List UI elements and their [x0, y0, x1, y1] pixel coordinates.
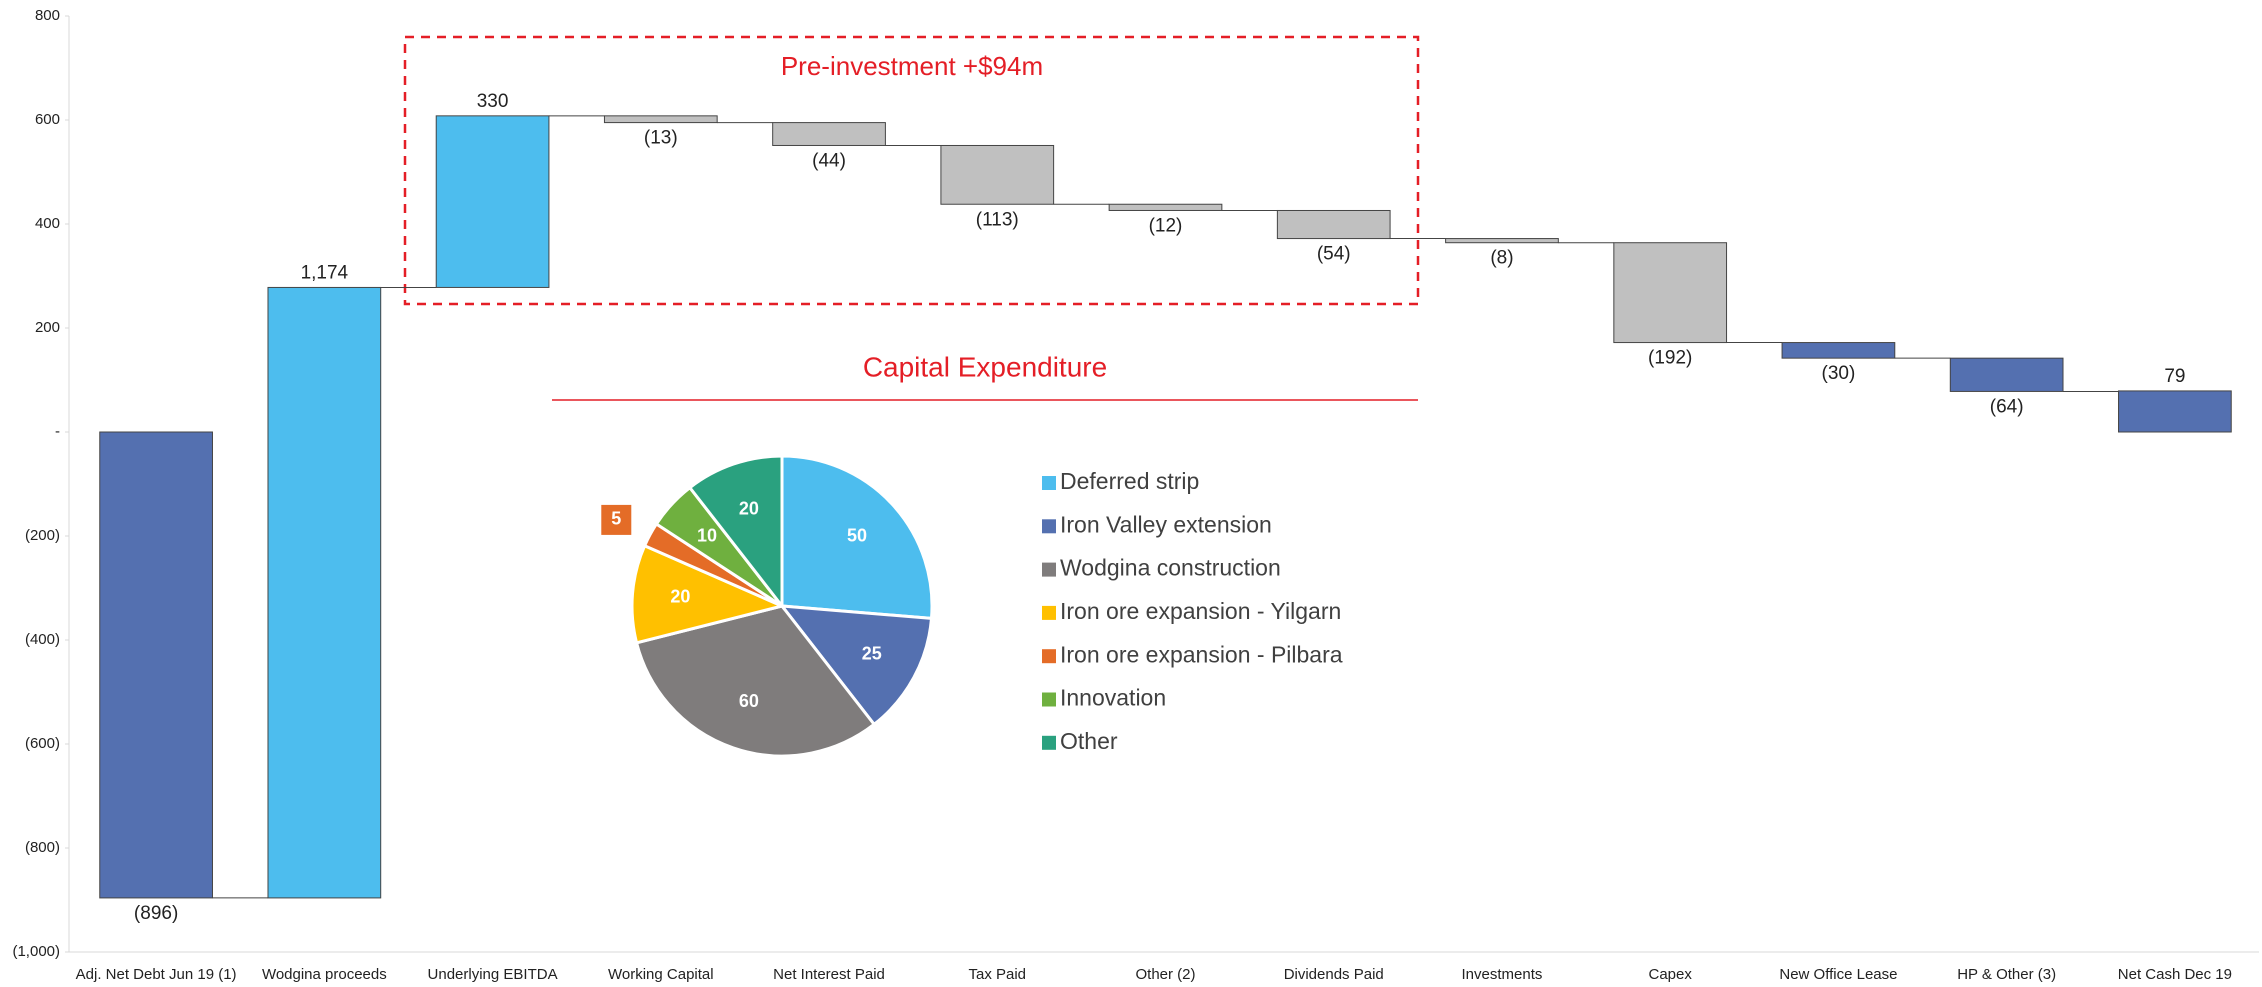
label-box — [601, 504, 632, 535]
legend-label: Wodgina construction — [1060, 555, 1281, 581]
pie-title: Capital Expenditure — [863, 351, 1107, 382]
x-tick-label: Adj. Net Debt Jun 19 (1) — [76, 966, 237, 983]
bar — [1276, 209, 1391, 240]
y-tick-label: (400) — [25, 631, 60, 648]
pie-slice — [780, 454, 934, 621]
value-label: 330 — [477, 91, 509, 112]
pie-label: 60 — [739, 691, 759, 711]
pie-slice — [634, 604, 877, 758]
legend-swatch — [1042, 649, 1056, 664]
bar — [1445, 238, 1559, 244]
pie-label: 20 — [739, 498, 759, 518]
bar — [2118, 390, 2232, 433]
value-label: (44) — [812, 150, 846, 171]
x-tick-label: Other (2) — [1135, 966, 1195, 983]
x-tick-label: Tax Paid — [968, 966, 1026, 983]
y-tick-label: (200) — [25, 527, 60, 544]
x-tick-label: Investments — [1462, 966, 1543, 983]
legend-swatch — [1042, 605, 1056, 620]
pie-label: 50 — [847, 526, 867, 546]
bar — [603, 115, 718, 124]
pie-slice — [778, 604, 934, 727]
x-tick-label: Wodgina proceeds — [262, 966, 387, 983]
value-label: (192) — [1648, 348, 1692, 369]
value-label: (64) — [1990, 396, 2024, 417]
y-tick-label: (1,000) — [12, 943, 60, 960]
y-tick-label: 600 — [35, 111, 60, 128]
y-tick-label: (600) — [25, 735, 60, 752]
bar — [1613, 242, 1728, 344]
legend-swatch — [1042, 692, 1056, 707]
y-tick-label: - — [55, 423, 60, 440]
value-label: (13) — [644, 128, 678, 149]
y-tick-label: 200 — [35, 319, 60, 336]
bar — [99, 431, 213, 899]
legend-label: Iron ore expansion - Pilbara — [1060, 641, 1343, 667]
value-label: (30) — [1822, 363, 1856, 384]
legend-label: Innovation — [1060, 685, 1166, 711]
legend-swatch — [1042, 519, 1056, 534]
legend-swatch — [1042, 476, 1056, 490]
value-label: (54) — [1317, 244, 1351, 265]
legend-label: Other — [1060, 728, 1118, 754]
value-label: (12) — [1149, 215, 1183, 236]
pie-label: 20 — [670, 586, 690, 606]
bar — [1108, 203, 1223, 211]
legend-label: Iron Valley extension — [1060, 511, 1272, 537]
bar — [435, 115, 550, 288]
x-tick-label: Net Cash Dec 19 — [2118, 966, 2232, 983]
value-label: 1,174 — [301, 262, 349, 283]
x-tick-label: Working Capital — [608, 966, 714, 983]
x-tick-label: New Office Lease — [1779, 966, 1897, 983]
pie-label: 25 — [862, 643, 882, 663]
value-label: 79 — [2164, 366, 2185, 387]
legend-swatch — [1042, 735, 1056, 750]
value-label: (8) — [1490, 248, 1513, 269]
value-label: (113) — [976, 209, 1019, 230]
bar — [772, 122, 886, 146]
legend-swatch — [1042, 562, 1056, 577]
pie-label: 10 — [697, 526, 717, 546]
x-tick-label: HP & Other (3) — [1957, 966, 2056, 983]
x-tick-label: Dividends Paid — [1284, 966, 1384, 983]
legend-label: Iron ore expansion - Yilgarn — [1060, 598, 1341, 624]
y-tick-label: (800) — [25, 839, 60, 856]
legend-label: Deferred strip — [1060, 468, 1199, 494]
bar — [267, 286, 382, 899]
x-tick-label: Net Interest Paid — [773, 966, 885, 983]
bar — [1949, 357, 2064, 392]
pie-label: 5 — [611, 509, 621, 529]
y-tick-label: 800 — [35, 7, 60, 24]
bar — [1781, 342, 1896, 359]
value-label: (896) — [134, 903, 178, 924]
pie-slice — [687, 454, 784, 611]
annotation: Pre-investment +$94m — [781, 51, 1043, 81]
x-tick-label: Underlying EBITDA — [428, 966, 558, 983]
x-tick-label: Capex — [1649, 966, 1693, 983]
y-tick-label: 400 — [35, 215, 60, 232]
bar — [940, 144, 1055, 205]
pie-slice — [630, 543, 787, 645]
